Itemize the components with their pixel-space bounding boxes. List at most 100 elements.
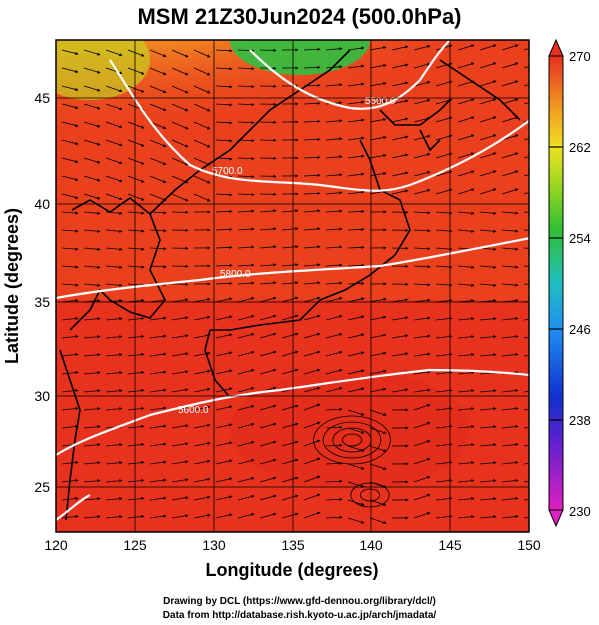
- streamline-arrow: [347, 445, 365, 452]
- streamline-arrow: [171, 352, 189, 357]
- streamline-arrow: [501, 406, 519, 411]
- streamline-arrow: [171, 460, 189, 465]
- streamline-arrow: [105, 103, 123, 111]
- streamline-arrow: [501, 496, 519, 501]
- streamline-arrow: [127, 175, 145, 183]
- colorbar-tick: 246: [569, 322, 591, 337]
- streamline-arrow: [457, 497, 475, 501]
- streamline-arrow: [413, 98, 431, 105]
- streamline-arrow: [83, 211, 101, 215]
- colorbar-tick: 270: [569, 49, 591, 64]
- streamline-arrow: [347, 369, 365, 375]
- streamline-arrow: [83, 265, 101, 269]
- streamline-arrow: [347, 209, 365, 214]
- map-title: MSM 21Z30Jun2024 (500.0hPa): [137, 4, 462, 29]
- streamline-arrow: [61, 334, 79, 339]
- x-tick: 140: [359, 537, 383, 553]
- streamline-arrow: [501, 211, 519, 215]
- streamline-arrow: [61, 193, 79, 199]
- streamline-arrow: [523, 66, 529, 69]
- plot-frame: [55, 39, 530, 533]
- streamline-arrow: [83, 247, 101, 251]
- streamline-arrow: [413, 334, 431, 339]
- cyclone-swirl: [350, 482, 390, 508]
- streamline-arrow: [193, 477, 211, 483]
- streamline-arrow: [193, 121, 211, 130]
- streamline-arrow: [193, 405, 211, 411]
- streamline-arrow: [105, 265, 123, 269]
- streamline-arrow: [325, 155, 343, 159]
- streamline-arrow: [479, 80, 497, 87]
- x-tick: 150: [517, 537, 541, 553]
- streamline-arrow: [259, 404, 277, 411]
- streamline-arrow: [83, 425, 101, 429]
- streamline-arrow: [105, 157, 123, 165]
- streamline-arrow: [501, 424, 519, 429]
- streamline-arrow: [127, 388, 145, 393]
- streamline-arrow: [391, 316, 409, 321]
- streamline-arrow: [149, 496, 167, 501]
- streamline-arrow: [435, 352, 453, 357]
- streamline-arrow: [149, 352, 167, 357]
- streamline-arrow: [479, 353, 497, 357]
- streamline-arrow: [347, 499, 365, 506]
- streamline-arrow: [105, 497, 123, 501]
- streamline-arrow: [83, 335, 101, 339]
- streamline-arrow: [193, 103, 211, 112]
- streamline-arrow: [105, 229, 123, 233]
- streamline-arrow: [237, 85, 255, 89]
- streamline-arrow: [391, 45, 409, 51]
- streamline-arrow: [457, 116, 475, 123]
- streamline-arrow: [325, 407, 343, 411]
- streamline-arrow: [523, 318, 529, 321]
- streamline-arrow: [259, 263, 277, 267]
- streamline-arrow: [457, 371, 475, 375]
- streamline-arrow: [457, 353, 475, 357]
- streamline-arrow: [149, 49, 167, 57]
- streamline-arrow: [347, 172, 365, 177]
- streamline-arrow: [457, 229, 475, 233]
- streamline-arrow: [237, 245, 255, 249]
- streamline-arrow: [413, 247, 431, 251]
- streamline-arrow: [457, 479, 475, 483]
- streamline-arrow: [237, 121, 255, 125]
- streamline-arrow: [413, 316, 431, 321]
- streamline-arrow: [435, 80, 453, 87]
- streamline-arrow: [501, 316, 519, 321]
- streamline-arrow: [501, 388, 519, 393]
- streamline-arrow: [105, 283, 123, 287]
- streamline-arrow: [413, 44, 431, 51]
- streamline-arrow: [215, 477, 233, 483]
- streamline-arrow: [259, 332, 277, 339]
- streamline-arrow: [171, 49, 189, 58]
- streamline-arrow: [149, 85, 167, 93]
- streamline-arrow: [237, 263, 255, 267]
- streamline-arrow: [215, 333, 233, 339]
- streamline-arrow: [193, 193, 211, 202]
- streamline-arrow: [171, 478, 189, 483]
- streamline-arrow: [127, 157, 145, 165]
- streamline-arrow: [303, 421, 321, 429]
- streamline-arrow: [193, 513, 211, 519]
- streamline-arrow: [215, 193, 233, 197]
- streamline-arrow: [171, 157, 189, 166]
- streamline-arrow: [347, 136, 365, 141]
- streamline-arrow: [237, 513, 255, 519]
- streamline-arrow: [501, 442, 519, 447]
- streamline-arrow: [259, 440, 277, 447]
- streamline-arrow: [259, 494, 277, 501]
- streamline-arrow: [325, 83, 343, 87]
- streamline-arrow: [171, 370, 189, 375]
- streamline-arrow: [105, 461, 123, 465]
- streamline-arrow: [501, 80, 519, 87]
- x-tick: 125: [123, 537, 147, 553]
- streamline-arrow: [501, 283, 519, 287]
- streamline-arrow: [325, 443, 343, 447]
- streamline-arrow: [479, 479, 497, 483]
- streamline-arrow: [127, 139, 145, 147]
- streamline-arrow: [347, 387, 365, 393]
- streamline-arrow: [435, 134, 453, 141]
- streamline-arrow: [523, 498, 529, 501]
- streamline-arrow: [413, 134, 431, 141]
- streamline-arrow: [457, 134, 475, 141]
